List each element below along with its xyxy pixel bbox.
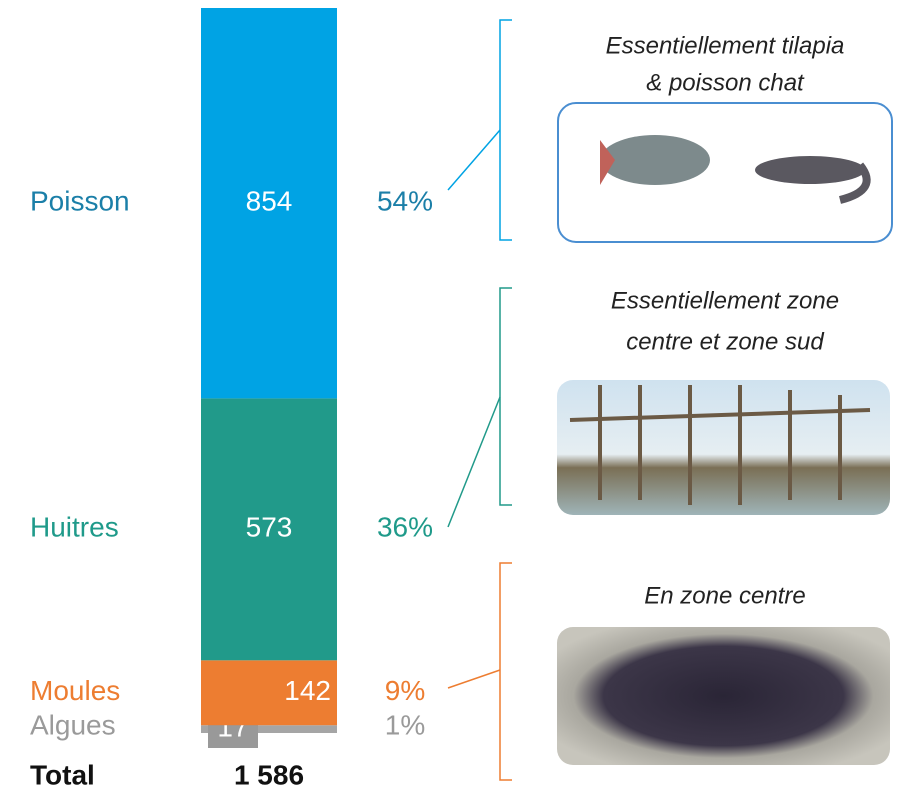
value-label: 142 (284, 675, 331, 706)
connector (447, 669, 501, 689)
connector (447, 396, 501, 528)
total-value: 1 586 (234, 759, 304, 790)
value-label: 854 (246, 186, 293, 217)
share-label: 54% (377, 186, 433, 217)
series-label: Huitres (30, 512, 119, 543)
bar-segment (201, 398, 337, 661)
annotation: & poisson chat (646, 69, 805, 96)
mussel-picture (557, 627, 890, 765)
annotation: centre et zone sud (626, 328, 824, 355)
fish-picture (557, 102, 893, 243)
share-label: 1% (385, 709, 425, 740)
series-label: Moules (30, 675, 120, 706)
oyster-picture (557, 380, 890, 515)
connector (447, 129, 501, 191)
annotation: En zone centre (644, 582, 805, 609)
bracket (499, 287, 512, 506)
share-label: 9% (385, 675, 425, 706)
series-label: Poisson (30, 186, 130, 217)
annotation: Essentiellement tilapia (606, 32, 845, 59)
annotation: Essentiellement zone (611, 287, 839, 314)
bracket (499, 562, 512, 781)
series-label: Algues (30, 709, 116, 740)
total-title: Total (30, 759, 95, 790)
bar-segment (201, 660, 337, 726)
bracket (499, 19, 512, 241)
share-label: 36% (377, 512, 433, 543)
bar-segment (201, 8, 337, 399)
bar-segment (201, 725, 337, 733)
value-label: 573 (246, 512, 293, 543)
